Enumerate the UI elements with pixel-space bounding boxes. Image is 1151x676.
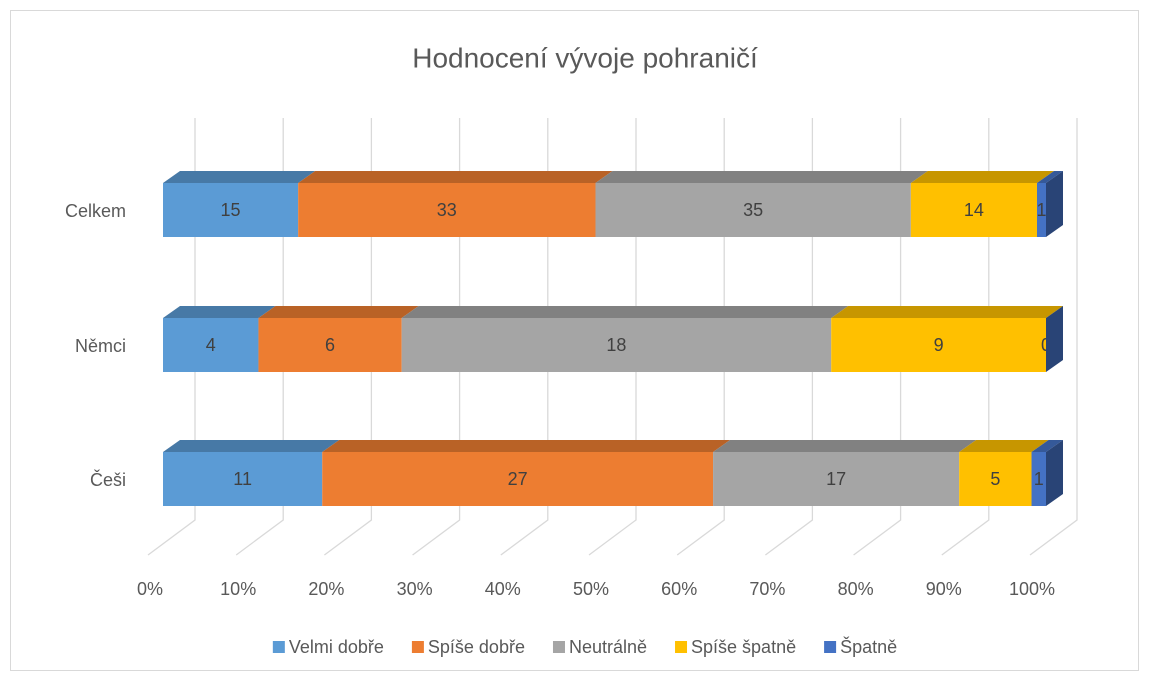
bar: [163, 452, 323, 506]
bar: [1036, 183, 1046, 237]
grid-line: [412, 118, 461, 556]
x-tick-label: 20%: [308, 579, 344, 599]
legend-label: Neutrálně: [569, 637, 647, 657]
grid-line: [853, 118, 902, 556]
x-tick-label: 90%: [926, 579, 962, 599]
x-tick-label: 30%: [397, 579, 433, 599]
bar: [831, 318, 1046, 372]
value-label: 14: [964, 200, 984, 220]
value-label: 15: [221, 200, 241, 220]
bar: [163, 318, 259, 372]
bar: [713, 452, 960, 506]
value-label: 5: [990, 469, 1000, 489]
bar: [401, 318, 832, 372]
bar-top: [713, 440, 977, 452]
x-tick-label: 0%: [137, 579, 163, 599]
grid-line: [765, 118, 814, 556]
value-label: 33: [437, 200, 457, 220]
bar-top: [258, 306, 419, 318]
y-tick-label: Němci: [75, 336, 126, 356]
grid-line: [500, 118, 549, 556]
x-tick-label: 60%: [661, 579, 697, 599]
value-label: 27: [508, 469, 528, 489]
bar: [258, 318, 402, 372]
legend-label: Špatně: [840, 636, 897, 657]
x-tick-label: 100%: [1009, 579, 1055, 599]
x-tick-label: 70%: [749, 579, 785, 599]
legend-label: Spíše dobře: [428, 637, 525, 657]
bar-top: [401, 306, 849, 318]
bar-top: [163, 440, 340, 452]
value-label: 35: [743, 200, 763, 220]
bar: [595, 183, 911, 237]
y-tick-label: Celkem: [65, 201, 126, 221]
bar-top: [959, 440, 1049, 452]
bar-top: [163, 306, 276, 318]
bar: [298, 183, 596, 237]
bar: [1031, 452, 1046, 506]
legend-label: Velmi dobře: [289, 637, 384, 657]
bar-top: [163, 171, 316, 183]
value-label: 11: [233, 469, 252, 489]
grid-line: [676, 118, 725, 556]
grid-line: [1029, 118, 1078, 556]
bar-top: [595, 171, 928, 183]
bar-top: [298, 171, 613, 183]
chart-title: Hodnocení vývoje pohraničí: [412, 42, 758, 73]
bar-side: [1046, 306, 1063, 372]
value-label: 18: [606, 335, 626, 355]
grid-line: [588, 118, 637, 556]
bar: [959, 452, 1032, 506]
x-tick-label: 10%: [220, 579, 256, 599]
legend-swatch: [411, 641, 424, 653]
bar-top: [1036, 171, 1063, 183]
value-label: 4: [206, 335, 216, 355]
grid-line: [235, 118, 284, 556]
x-tick-label: 80%: [838, 579, 874, 599]
bar-top: [322, 440, 731, 452]
value-label: 1: [1036, 200, 1046, 220]
x-tick-label: 40%: [485, 579, 521, 599]
value-label: 1: [1034, 469, 1044, 489]
value-label: 9: [934, 335, 944, 355]
y-tick-label: Češi: [90, 469, 126, 490]
grid-line: [941, 118, 990, 556]
value-label: 6: [325, 335, 335, 355]
bar-top: [1031, 440, 1063, 452]
bar-top: [910, 171, 1054, 183]
legend-label: Spíše špatně: [691, 637, 796, 657]
legend-swatch: [675, 641, 688, 653]
grid-line: [147, 118, 196, 556]
bar: [163, 183, 299, 237]
value-label: 17: [826, 469, 846, 489]
bar-side: [1046, 440, 1063, 506]
bar-side: [1046, 171, 1063, 237]
bar-top: [831, 306, 1063, 318]
legend-swatch: [272, 641, 285, 653]
bar: [910, 183, 1037, 237]
bar: [322, 452, 714, 506]
legend-swatch: [552, 641, 565, 653]
legend-swatch: [824, 641, 837, 653]
grid-line: [324, 118, 373, 556]
x-tick-label: 50%: [573, 579, 609, 599]
